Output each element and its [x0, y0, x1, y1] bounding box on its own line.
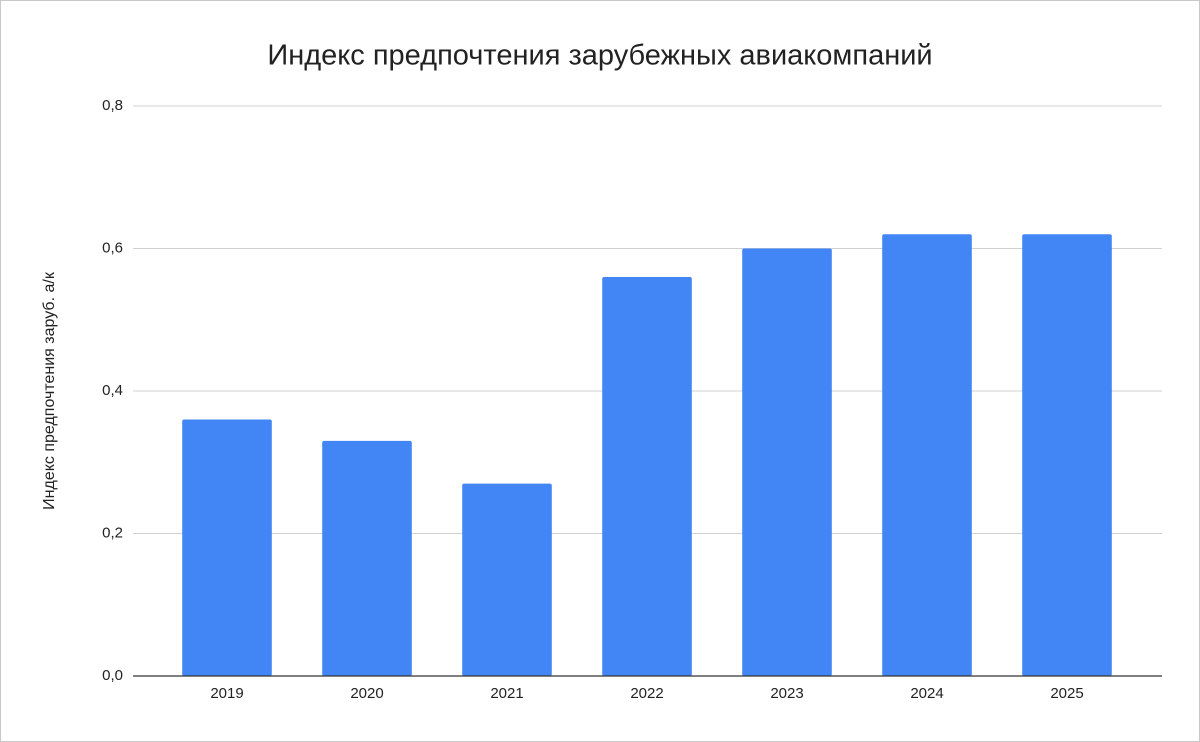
x-tick-label: 2021: [490, 685, 523, 702]
y-tick-label: 0,4: [102, 382, 123, 399]
bar: [882, 234, 972, 676]
x-tick-label: 2025: [1050, 685, 1083, 702]
x-tick-label: 2024: [910, 685, 943, 702]
y-tick-label: 0,0: [102, 667, 123, 684]
y-tick-label: 0,2: [102, 524, 123, 541]
x-tick-label: 2023: [770, 685, 803, 702]
y-axis-label: Индекс предпочтения заруб. а/к: [41, 271, 58, 510]
bar: [602, 277, 692, 676]
y-tick-label: 0,8: [102, 97, 123, 114]
x-tick-label: 2022: [630, 685, 663, 702]
x-tick-label: 2019: [210, 685, 243, 702]
bar: [322, 440, 412, 676]
y-tick-label: 0,6: [102, 239, 123, 256]
bar: [1022, 234, 1112, 676]
bar: [742, 248, 832, 676]
bar: [462, 483, 552, 676]
chart-title: Индекс предпочтения зарубежных авиакомпа…: [267, 40, 932, 72]
x-tick-label: 2020: [350, 685, 383, 702]
bar: [182, 419, 272, 676]
